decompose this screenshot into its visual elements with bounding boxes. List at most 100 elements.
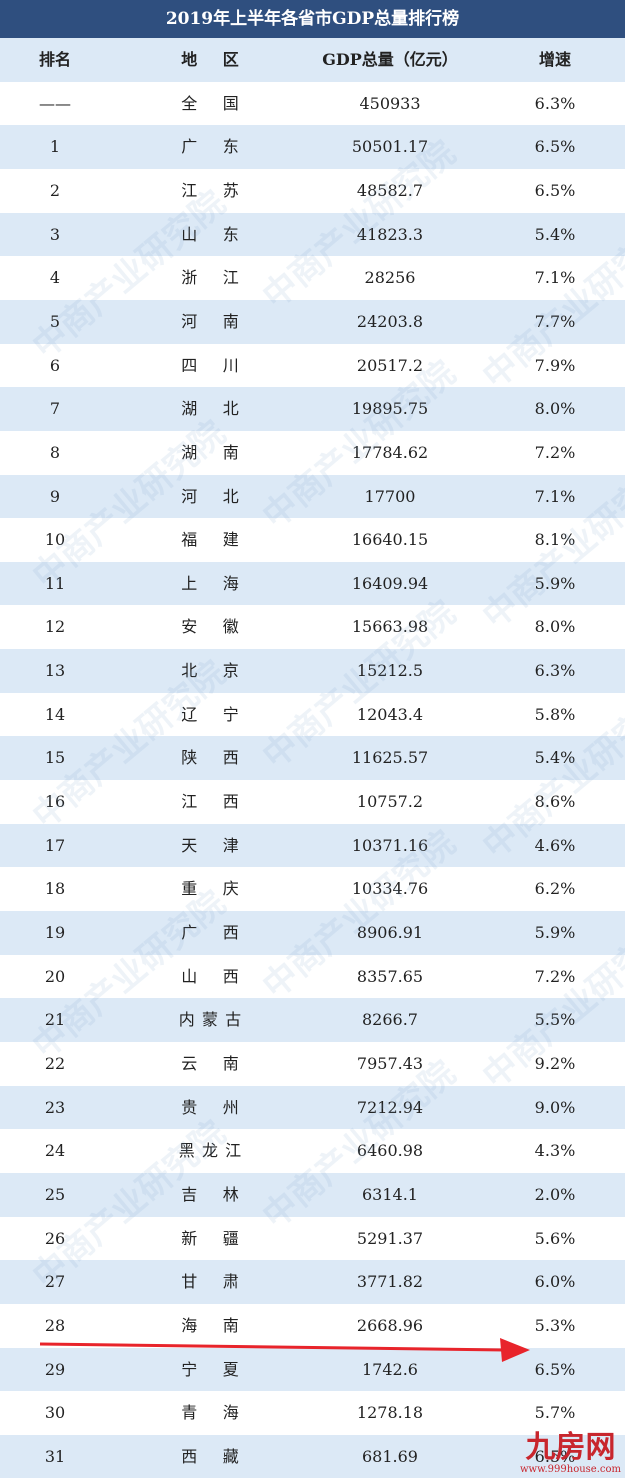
region-cell: 宁夏 [181, 1359, 265, 1379]
table-row: 2 江苏 48582.7 6.5% [0, 169, 625, 213]
region-cell: 天津 [181, 835, 265, 855]
rank-cell: 11 [44, 573, 66, 593]
gdp-cell: 10371.16 [351, 835, 429, 855]
growth-cell: 4.3% [534, 1141, 576, 1161]
region-cell: 云南 [181, 1053, 265, 1073]
title: 2019年上半年各省市GDP总量排行榜 [0, 0, 625, 38]
growth-cell: 2.0% [534, 1184, 576, 1204]
gdp-cell: 450933 [359, 93, 421, 113]
growth-cell: 5.5% [534, 1010, 576, 1030]
region-cell: 山西 [181, 966, 265, 986]
growth-cell: 8.0% [534, 617, 576, 637]
table-row: 3 山东 41823.3 5.4% [0, 212, 625, 257]
table-row: 12 安徽 15663.98 8.0% [0, 605, 625, 649]
table-row: 30 青海 1278.18 5.7% [0, 1391, 625, 1435]
table-row: 7 湖北 19895.75 8.0% [0, 387, 625, 431]
table-row: 27 甘肃 3771.82 6.0% [0, 1260, 625, 1304]
region-cell: 辽宁 [181, 704, 265, 724]
growth-cell: 6.5% [534, 1446, 576, 1466]
region-cell: 海南 [181, 1315, 265, 1335]
growth-cell: 5.8% [534, 704, 576, 724]
region-cell: 山东 [181, 224, 265, 244]
rank-cell: 25 [44, 1184, 66, 1204]
table-row: 6 四川 20517.2 7.9% [0, 344, 625, 388]
table-row: 13 北京 15212.5 6.3% [0, 649, 625, 693]
growth-cell: 7.2% [534, 442, 576, 462]
growth-cell: 6.0% [534, 1272, 576, 1292]
growth-cell: 6.5% [534, 1359, 576, 1379]
growth-cell: 6.2% [534, 879, 576, 899]
growth-cell: 6.5% [534, 180, 576, 200]
rank-cell: 19 [44, 923, 66, 942]
region-cell: 青海 [181, 1403, 265, 1423]
gdp-cell: 48582.7 [356, 180, 424, 200]
rank-cell: 29 [44, 1359, 66, 1379]
gdp-cell: 6460.98 [356, 1141, 424, 1161]
gdp-cell: 41823.3 [356, 224, 424, 244]
rank-cell: 4 [49, 268, 61, 288]
region-cell: 湖南 [181, 442, 265, 462]
table-row: 8 湖南 17784.62 7.2% [0, 431, 625, 475]
region-cell: 陕西 [181, 748, 265, 768]
gdp-cell: 7212.94 [356, 1097, 424, 1117]
region-cell: 吉林 [181, 1184, 265, 1204]
rank-cell: 31 [44, 1446, 66, 1466]
gdp-cell: 24203.8 [356, 311, 424, 331]
table-row: 1 广东 50501.17 6.5% [0, 125, 625, 169]
gdp-cell: 10334.76 [351, 879, 429, 899]
table-row: 15 陕西 11625.57 5.4% [0, 736, 625, 781]
region-cell: 黑龙江 [178, 1141, 249, 1161]
header-rank: 排名 [38, 50, 71, 69]
table-row: 23 贵州 7212.94 9.0% [0, 1085, 625, 1130]
gdp-cell: 6314.1 [362, 1184, 418, 1204]
table-row: 28 海南 2668.96 5.3% [0, 1304, 625, 1348]
rank-cell: 2 [49, 180, 61, 200]
rank-cell: 3 [49, 224, 61, 244]
table-row: 14 辽宁 12043.4 5.8% [0, 693, 625, 737]
table-row: 25 吉林 6314.1 2.0% [0, 1172, 625, 1217]
gdp-cell: 8357.65 [356, 966, 424, 986]
gdp-cell: 20517.2 [356, 355, 424, 375]
region-cell: 北京 [181, 661, 265, 681]
rank-cell: 18 [44, 879, 66, 899]
growth-cell: 8.6% [534, 792, 576, 812]
rank-cell: 16 [44, 792, 66, 812]
region-cell: 上海 [181, 573, 265, 593]
rank-cell: 21 [44, 1010, 66, 1030]
region-cell: 安徽 [181, 617, 265, 637]
growth-cell: 7.7% [534, 311, 576, 331]
region-cell: 广东 [181, 137, 265, 157]
gdp-cell: 3771.82 [356, 1272, 424, 1292]
rank-cell: 14 [44, 704, 66, 724]
gdp-cell: 8266.7 [362, 1010, 418, 1030]
region-cell: 西藏 [181, 1446, 265, 1466]
rank-cell: 20 [44, 966, 66, 986]
table-row: 31 西藏 681.69 6.5% [0, 1434, 625, 1479]
growth-cell: 7.1% [534, 268, 576, 288]
rank-cell: 22 [44, 1053, 66, 1073]
growth-cell: 9.2% [534, 1053, 576, 1073]
gdp-cell: 16409.94 [351, 573, 429, 593]
gdp-cell: 1278.18 [356, 1403, 424, 1423]
gdp-cell: 10757.2 [356, 792, 424, 812]
gdp-cell: 28256 [364, 268, 416, 288]
region-cell: 河北 [181, 486, 265, 506]
rank-cell: 13 [44, 661, 66, 681]
gdp-cell: 681.69 [362, 1446, 418, 1466]
growth-cell: 6.5% [534, 137, 576, 157]
table-row: 22 云南 7957.43 9.2% [0, 1042, 625, 1086]
region-cell: 河南 [181, 311, 265, 331]
header-region: 地区 [181, 50, 265, 69]
gdp-cell: 11625.57 [351, 748, 429, 768]
rank-cell: 7 [49, 399, 61, 419]
growth-cell: 6.3% [534, 93, 576, 113]
rank-cell: 23 [44, 1097, 66, 1117]
gdp-cell: 12043.4 [356, 704, 424, 724]
region-cell: 新疆 [181, 1228, 265, 1248]
table-row: 26 新疆 5291.37 5.6% [0, 1217, 625, 1261]
table-row: 5 河南 24203.8 7.7% [0, 299, 625, 344]
rank-cell: 24 [44, 1141, 66, 1161]
logo: 九房网 www.999house.com [520, 1432, 621, 1476]
rank-cell: 15 [44, 748, 66, 768]
